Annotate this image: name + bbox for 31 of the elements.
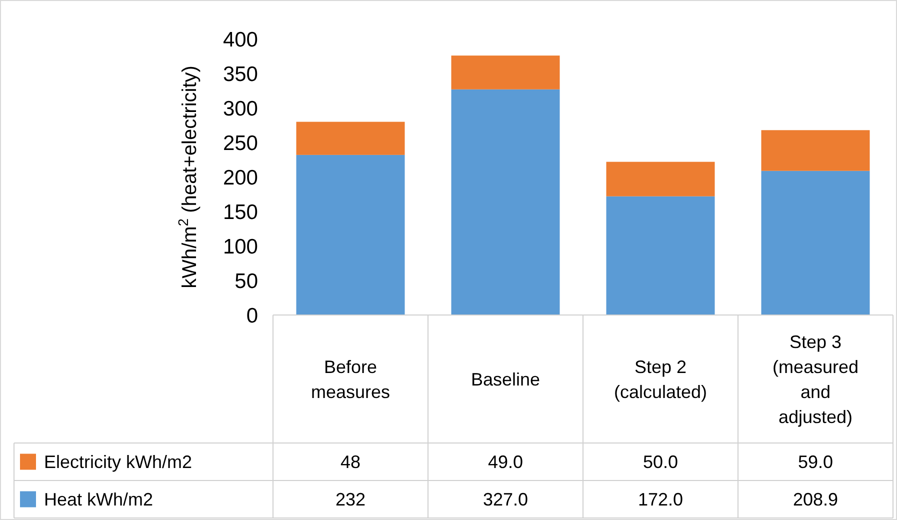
- y-tick-label: 0: [246, 304, 258, 328]
- data-label: 48: [340, 452, 361, 472]
- data-label: 50.0: [642, 452, 678, 472]
- x-tick-label: Baseline: [470, 369, 540, 390]
- data-label: 327.0: [482, 490, 528, 510]
- y-tick-label: 250: [222, 132, 258, 155]
- data-label: 59.0: [798, 452, 834, 472]
- data-label: 232: [335, 490, 366, 510]
- legend-label: Heat kWh/m2: [44, 490, 154, 510]
- bar: [451, 56, 560, 90]
- x-tick-label: Before measures: [310, 356, 390, 402]
- x-tick-label: Step 2 (calculated): [614, 356, 708, 402]
- y-tick-label: 200: [222, 166, 258, 190]
- y-tick-label: 100: [222, 235, 258, 258]
- bar: [296, 122, 405, 155]
- y-tick-label: 300: [222, 97, 258, 120]
- bar: [451, 89, 560, 315]
- bar: [761, 130, 870, 171]
- data-label: 208.9: [792, 490, 838, 510]
- legend-label: Electricity kWh/m2: [44, 452, 192, 472]
- bar: [606, 196, 715, 315]
- y-tick-label: 350: [222, 62, 258, 86]
- data-label: 49.0: [488, 452, 524, 472]
- y-tick-label: 150: [222, 200, 258, 224]
- bar: [761, 170, 870, 315]
- x-tick-label: Step 3 (measured and adjusted): [772, 332, 859, 427]
- bar: [606, 162, 715, 196]
- data-label: 172.0: [638, 490, 684, 510]
- bar: [296, 154, 405, 315]
- y-tick-label: 400: [222, 28, 258, 52]
- y-tick-label: 50: [234, 270, 258, 293]
